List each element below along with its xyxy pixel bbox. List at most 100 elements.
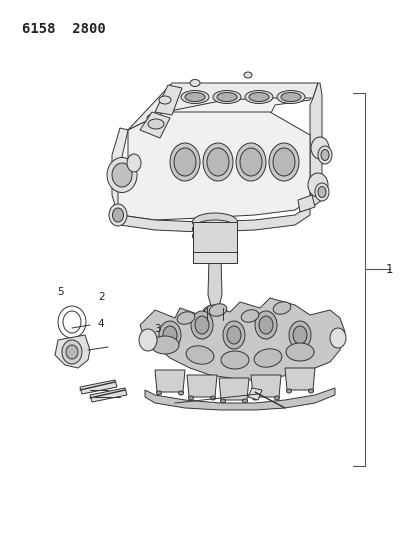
Ellipse shape: [259, 316, 273, 334]
Ellipse shape: [107, 157, 137, 192]
Ellipse shape: [195, 316, 209, 334]
Polygon shape: [115, 205, 310, 232]
Ellipse shape: [223, 321, 245, 349]
Ellipse shape: [221, 351, 249, 369]
Ellipse shape: [321, 149, 329, 160]
Ellipse shape: [163, 326, 177, 344]
Ellipse shape: [253, 396, 257, 400]
Polygon shape: [145, 388, 335, 410]
Ellipse shape: [293, 326, 307, 344]
Ellipse shape: [151, 336, 179, 354]
Ellipse shape: [113, 208, 124, 222]
Ellipse shape: [318, 187, 326, 198]
Ellipse shape: [159, 96, 171, 104]
Ellipse shape: [236, 143, 266, 181]
Ellipse shape: [273, 302, 291, 314]
Polygon shape: [155, 85, 182, 115]
Ellipse shape: [179, 391, 184, 395]
Text: 6158  2800: 6158 2800: [22, 22, 106, 36]
Ellipse shape: [308, 173, 328, 197]
Ellipse shape: [157, 391, 162, 395]
Ellipse shape: [177, 312, 195, 324]
Ellipse shape: [289, 321, 311, 349]
Ellipse shape: [191, 311, 213, 339]
Ellipse shape: [269, 143, 299, 181]
Ellipse shape: [186, 346, 214, 364]
Ellipse shape: [318, 146, 332, 164]
Text: 1: 1: [386, 263, 393, 276]
Ellipse shape: [147, 115, 157, 122]
Polygon shape: [219, 378, 249, 400]
Ellipse shape: [245, 91, 273, 103]
Ellipse shape: [330, 328, 346, 348]
Ellipse shape: [203, 305, 227, 319]
Ellipse shape: [249, 93, 269, 101]
Polygon shape: [130, 85, 315, 130]
Ellipse shape: [286, 389, 291, 393]
Polygon shape: [140, 298, 345, 380]
Ellipse shape: [209, 304, 227, 316]
Ellipse shape: [181, 91, 209, 103]
Ellipse shape: [66, 345, 78, 359]
Polygon shape: [187, 375, 217, 397]
Polygon shape: [310, 83, 322, 205]
Ellipse shape: [240, 148, 262, 176]
Text: 5: 5: [57, 287, 64, 297]
Polygon shape: [80, 380, 117, 394]
Polygon shape: [140, 112, 170, 138]
Ellipse shape: [139, 329, 157, 351]
Ellipse shape: [190, 79, 200, 86]
Ellipse shape: [241, 310, 259, 322]
Ellipse shape: [220, 399, 226, 403]
Ellipse shape: [277, 91, 305, 103]
Ellipse shape: [193, 213, 237, 231]
Ellipse shape: [203, 143, 233, 181]
Polygon shape: [90, 388, 127, 402]
Ellipse shape: [227, 326, 241, 344]
Polygon shape: [248, 388, 262, 400]
Ellipse shape: [255, 311, 277, 339]
Ellipse shape: [207, 148, 229, 176]
Ellipse shape: [112, 163, 132, 187]
Ellipse shape: [193, 220, 237, 238]
Ellipse shape: [217, 93, 237, 101]
Polygon shape: [193, 222, 237, 260]
Ellipse shape: [206, 307, 224, 317]
Ellipse shape: [311, 137, 329, 159]
Ellipse shape: [286, 343, 314, 361]
Ellipse shape: [275, 396, 279, 400]
Polygon shape: [251, 375, 281, 397]
Ellipse shape: [308, 389, 313, 393]
Ellipse shape: [193, 227, 237, 245]
Ellipse shape: [281, 93, 301, 101]
Polygon shape: [112, 128, 128, 205]
Ellipse shape: [185, 93, 205, 101]
Ellipse shape: [170, 143, 200, 181]
Text: 4: 4: [98, 319, 104, 329]
Ellipse shape: [315, 183, 329, 201]
Polygon shape: [208, 255, 222, 310]
Ellipse shape: [244, 72, 252, 78]
Ellipse shape: [188, 396, 193, 400]
Text: 3: 3: [154, 325, 160, 334]
Ellipse shape: [213, 91, 241, 103]
Ellipse shape: [109, 204, 127, 226]
Polygon shape: [128, 83, 318, 130]
Ellipse shape: [211, 396, 215, 400]
Ellipse shape: [127, 154, 141, 172]
Ellipse shape: [159, 321, 181, 349]
Ellipse shape: [148, 119, 164, 129]
Ellipse shape: [242, 399, 248, 403]
Polygon shape: [115, 112, 310, 220]
Polygon shape: [298, 195, 315, 212]
Text: 2: 2: [98, 293, 104, 302]
Ellipse shape: [174, 148, 196, 176]
Ellipse shape: [254, 349, 282, 367]
Ellipse shape: [207, 253, 223, 263]
Ellipse shape: [62, 340, 82, 364]
Polygon shape: [285, 368, 315, 390]
Polygon shape: [155, 370, 185, 392]
Polygon shape: [55, 335, 90, 368]
Polygon shape: [193, 252, 237, 263]
Ellipse shape: [273, 148, 295, 176]
